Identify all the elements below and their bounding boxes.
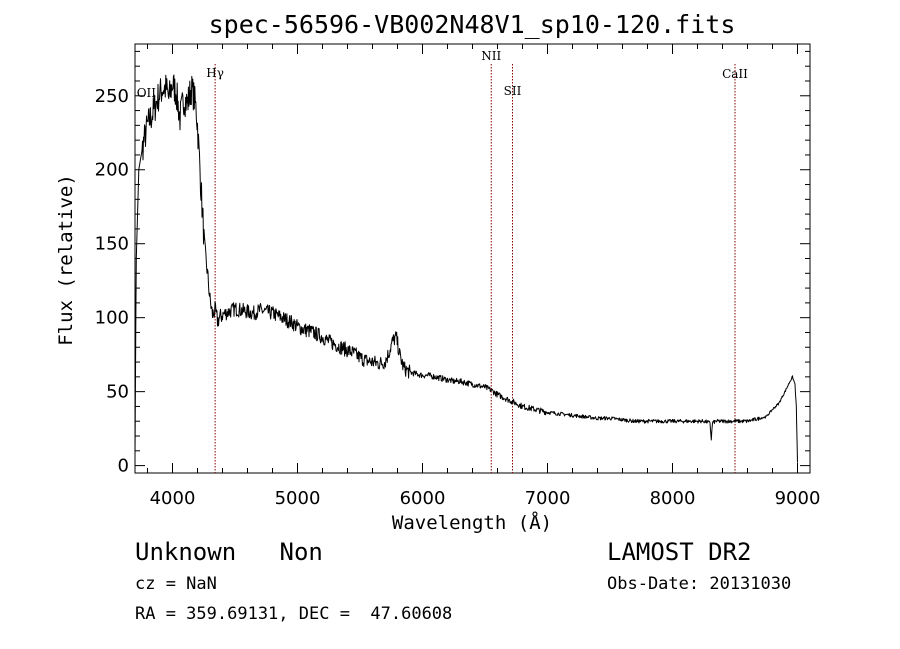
spectrum-series bbox=[134, 74, 798, 463]
spectral-line-label: CaII bbox=[722, 67, 748, 81]
spectral-line-markers: OII Hγ NII SII CaII bbox=[137, 49, 748, 473]
x-tick-label: 6000 bbox=[400, 488, 446, 509]
coordinates-text: RA = 359.69131, DEC = 47.60608 bbox=[135, 604, 453, 624]
spectral-line-label: SII bbox=[504, 84, 522, 98]
y-tick-label: 0 bbox=[118, 456, 129, 477]
y-tick-label: 100 bbox=[95, 308, 129, 329]
x-tick-label: 5000 bbox=[275, 488, 321, 509]
object-class-text: Unknown Non bbox=[135, 538, 323, 566]
spectrum-line bbox=[134, 74, 798, 463]
plot-frame bbox=[134, 43, 811, 474]
x-tick-label: 4000 bbox=[150, 488, 196, 509]
chart-title: spec-56596-VB002N48V1_sp10-120.fits bbox=[209, 10, 736, 39]
survey-name: LAMOST DR2 bbox=[607, 538, 752, 566]
y-axis-label: Flux (relative) bbox=[55, 174, 77, 346]
y-tick-label: 250 bbox=[95, 86, 129, 107]
redshift-text: cz = NaN bbox=[135, 574, 217, 594]
spectral-line-label: OII bbox=[137, 86, 157, 100]
y-tick-label: 200 bbox=[95, 160, 129, 181]
x-tick-label: 7000 bbox=[525, 488, 571, 509]
x-tick-label: 9000 bbox=[775, 488, 821, 509]
y-tick-label: 50 bbox=[106, 382, 129, 403]
x-axis-label: Wavelength (Å) bbox=[392, 511, 552, 534]
spectral-line-label: NII bbox=[481, 49, 501, 63]
x-tick-label: 8000 bbox=[650, 488, 696, 509]
y-tick-label: 150 bbox=[95, 234, 129, 255]
observation-date: Obs-Date: 20131030 bbox=[607, 574, 792, 594]
axes: 4000 5000 6000 7000 8000 9000 0 50 100 150 200 250 bbox=[95, 43, 821, 509]
spectral-line-label: Hγ bbox=[206, 66, 224, 80]
